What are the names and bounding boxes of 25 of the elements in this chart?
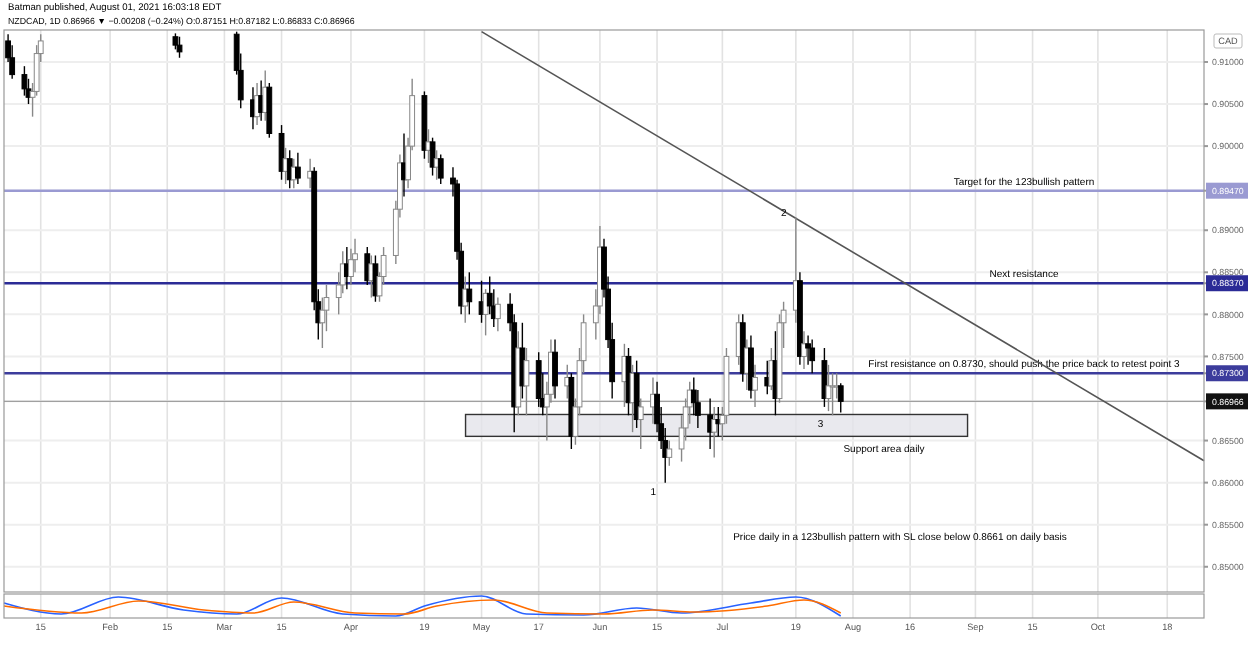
candlestick: [821, 347, 828, 408]
candlestick: [809, 338, 816, 374]
candlestick: [437, 153, 444, 185]
candlestick: [429, 136, 436, 177]
candlestick: [21, 65, 28, 97]
candlestick: [805, 334, 811, 366]
candlestick: [633, 359, 640, 429]
candlestick: [552, 338, 558, 400]
candlestick: [625, 347, 632, 417]
candlestick: [829, 372, 836, 417]
candlestick: [294, 152, 301, 185]
candlestick: [752, 364, 758, 408]
candlestick: [711, 406, 718, 459]
candlestick: [837, 382, 844, 414]
candlestick: [278, 124, 285, 181]
candlestick: [176, 36, 183, 59]
candlestick: [494, 296, 501, 332]
candlestick: [825, 364, 832, 412]
candlestick: [523, 347, 530, 417]
candlestick: [466, 271, 473, 316]
candlestick: [637, 397, 644, 450]
candlestick: [535, 351, 542, 408]
candlestick: [425, 128, 432, 164]
candlestick: [666, 439, 673, 467]
candlestick: [266, 82, 273, 139]
